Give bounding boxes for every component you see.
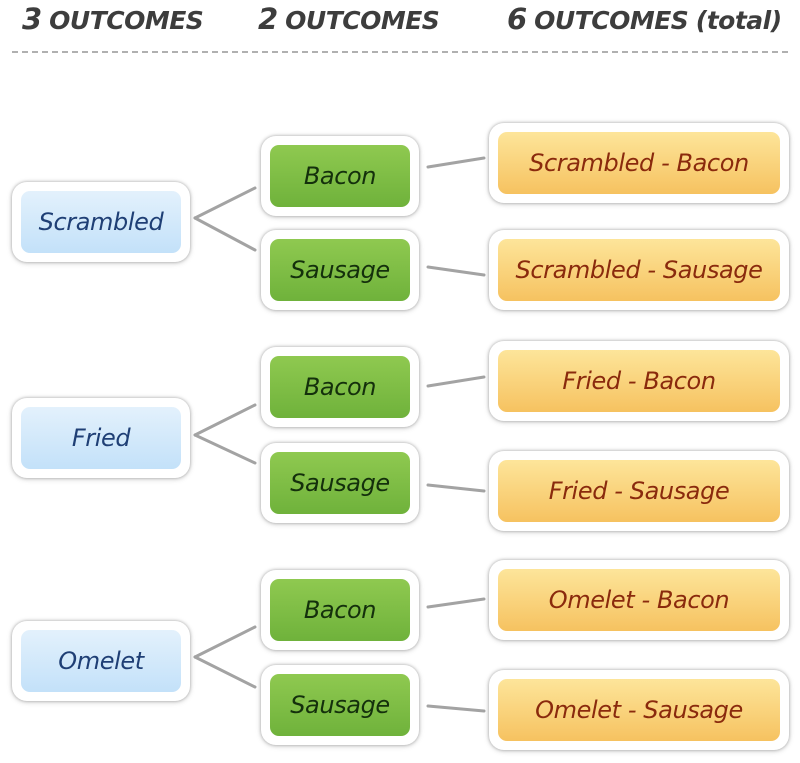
header-col-2: 2 OUTCOMES	[258, 2, 440, 36]
node-outcome-label: Scrambled - Bacon	[498, 132, 780, 194]
node-egg-omelet-label: Omelet	[21, 630, 181, 692]
node-outcome-label: Omelet - Bacon	[498, 569, 780, 631]
branch-scrambled-sausage	[193, 216, 257, 252]
header-col-3-note: (total)	[695, 6, 782, 35]
link-scrambled-sausage	[426, 265, 486, 277]
node-egg-fried-label: Fried	[21, 407, 181, 469]
node-outcome-label: Fried - Sausage	[498, 460, 780, 522]
branch-omelet-sausage	[193, 655, 257, 689]
link-fried-bacon	[426, 375, 486, 388]
node-egg-fried: Fried	[12, 398, 190, 478]
node-meat-scrambled-bacon: Bacon	[261, 136, 419, 216]
header-col-3-label: OUTCOMES	[534, 6, 689, 35]
node-meat-label: Sausage	[270, 239, 410, 301]
node-outcome-omelet-sausage: Omelet - Sausage	[489, 670, 789, 750]
node-egg-scrambled: Scrambled	[12, 182, 190, 262]
node-outcome-omelet-bacon: Omelet - Bacon	[489, 560, 789, 640]
branch-fried-bacon	[193, 403, 257, 437]
node-meat-label: Bacon	[270, 145, 410, 207]
node-meat-scrambled-sausage: Sausage	[261, 230, 419, 310]
node-egg-omelet: Omelet	[12, 621, 190, 701]
node-meat-omelet-bacon: Bacon	[261, 570, 419, 650]
branch-scrambled-bacon	[193, 186, 257, 220]
link-scrambled-bacon	[426, 156, 486, 169]
node-meat-label: Bacon	[270, 356, 410, 418]
node-outcome-label: Omelet - Sausage	[498, 679, 780, 741]
link-omelet-bacon	[426, 597, 486, 609]
node-meat-omelet-sausage: Sausage	[261, 665, 419, 745]
header-divider	[12, 51, 788, 53]
node-outcome-fried-bacon: Fried - Bacon	[489, 341, 789, 421]
node-meat-fried-sausage: Sausage	[261, 443, 419, 523]
header-col-3-count: 6	[507, 2, 527, 36]
node-outcome-label: Scrambled - Sausage	[498, 239, 780, 301]
node-meat-label: Sausage	[270, 674, 410, 736]
link-fried-sausage	[426, 483, 486, 493]
node-meat-label: Bacon	[270, 579, 410, 641]
header-col-1: 3 OUTCOMES	[22, 2, 204, 36]
branch-omelet-bacon	[193, 625, 257, 659]
header-col-3: 6 OUTCOMES (total)	[507, 2, 782, 36]
header-col-2-count: 2	[258, 2, 278, 36]
node-egg-scrambled-label: Scrambled	[21, 191, 181, 253]
node-outcome-fried-sausage: Fried - Sausage	[489, 451, 789, 531]
node-outcome-scrambled-bacon: Scrambled - Bacon	[489, 123, 789, 203]
node-meat-label: Sausage	[270, 452, 410, 514]
node-outcome-label: Fried - Bacon	[498, 350, 780, 412]
branch-fried-sausage	[193, 433, 257, 465]
link-omelet-sausage	[426, 704, 486, 713]
header-col-1-count: 3	[22, 2, 42, 36]
header-col-2-label: OUTCOMES	[285, 6, 440, 35]
node-outcome-scrambled-sausage: Scrambled - Sausage	[489, 230, 789, 310]
header-col-1-label: OUTCOMES	[49, 6, 204, 35]
node-meat-fried-bacon: Bacon	[261, 347, 419, 427]
